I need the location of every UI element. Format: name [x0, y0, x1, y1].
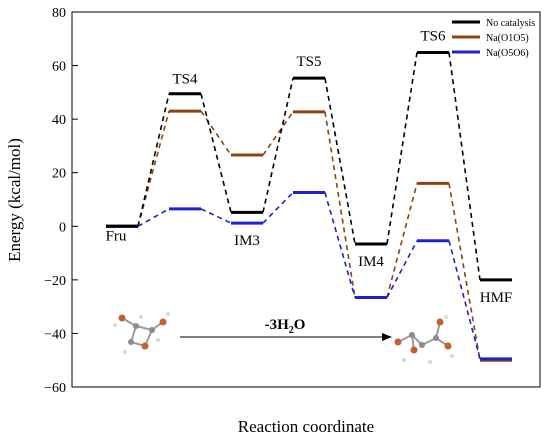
- y-axis-ticks: 80 60 40 20 0 −20 −40 −60: [44, 6, 78, 396]
- y-tick-label: 60: [52, 60, 66, 75]
- energy-connector: [448, 240, 481, 360]
- species-label-ts6: TS6: [420, 28, 446, 44]
- species-label-ts5: TS5: [296, 54, 321, 70]
- species-labels: Fru TS4 IM3 TS5 IM4 TS6 HMF: [106, 28, 513, 305]
- dehydration-label: -3H2O: [265, 317, 306, 336]
- dehydration-arrow: -3H2O: [180, 317, 392, 341]
- series-layer: [106, 50, 512, 362]
- energy-connector: [448, 183, 481, 361]
- y-tick-label: 80: [52, 6, 66, 21]
- y-axis-title: Energy (kcal/mol): [5, 138, 24, 262]
- energy-connector: [324, 111, 356, 298]
- y-tick-label: 20: [52, 167, 66, 182]
- energy-connector: [262, 191, 294, 224]
- species-label-ts4: TS4: [172, 72, 198, 88]
- legend-label: No catalysis: [486, 18, 535, 29]
- energy-connector: [386, 240, 418, 298]
- fructose-molecule-icon: [113, 312, 170, 354]
- energy-connector: [448, 52, 481, 280]
- hmf-molecule-icon: [394, 315, 454, 364]
- y-tick-label: −20: [44, 274, 66, 289]
- energy-connector: [324, 78, 356, 245]
- energy-connector: [324, 192, 356, 298]
- legend: No catalysis Na(O1O5) Na(O5O6): [452, 18, 535, 59]
- series-no-catalysis: [106, 50, 512, 282]
- legend-label: Na(O1O5): [486, 33, 529, 44]
- species-label-im4: IM4: [358, 254, 384, 270]
- species-label-fru: Fru: [106, 228, 127, 244]
- energy-connector: [137, 208, 170, 227]
- species-label-im3: IM3: [234, 233, 260, 249]
- y-tick-label: −60: [44, 381, 66, 396]
- y-tick-label: 0: [59, 220, 66, 235]
- energy-connector: [200, 93, 232, 213]
- x-axis-title: Reaction coordinate: [238, 417, 374, 436]
- species-label-hmf: HMF: [480, 290, 513, 306]
- energy-connector: [200, 208, 232, 224]
- energy-connector: [262, 77, 294, 213]
- y-tick-label: −40: [44, 327, 66, 342]
- energy-connector: [386, 183, 418, 298]
- plot-background: [71, 11, 541, 388]
- y-tick-label: 40: [52, 113, 66, 128]
- plot-frame: [71, 11, 541, 388]
- legend-label: Na(O5O6): [486, 48, 529, 59]
- energy-connector: [137, 93, 170, 227]
